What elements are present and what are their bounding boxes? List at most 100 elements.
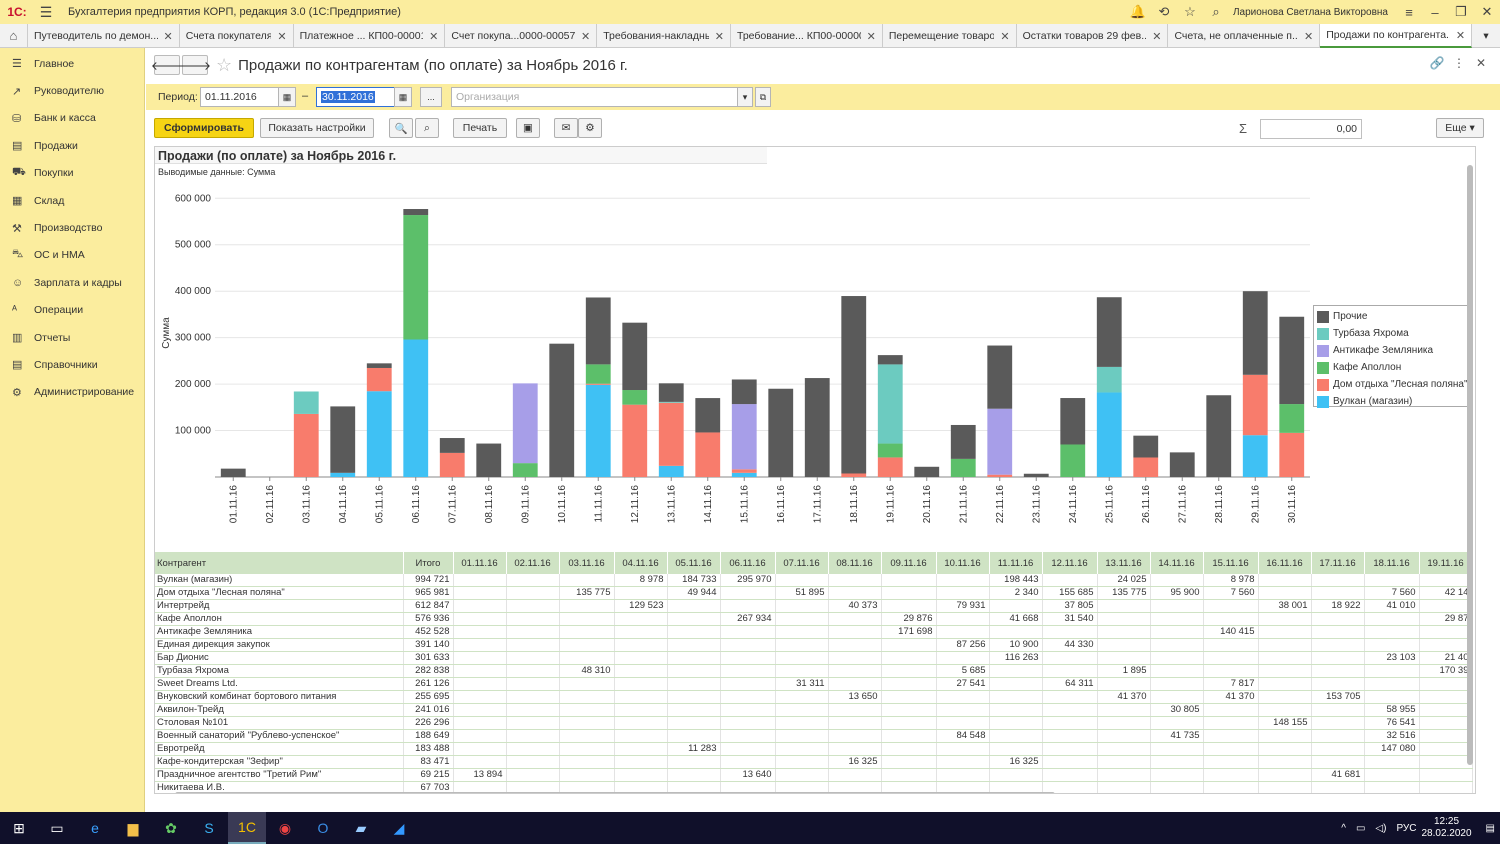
bell-icon[interactable]: 🔔 (1129, 4, 1147, 19)
sidebar-item-5[interactable]: ▦ Склад (0, 187, 144, 214)
table-header[interactable]: 10.11.16 (936, 552, 990, 574)
table-row[interactable]: Внуковский комбинат бортового питания 255… (155, 690, 1473, 704)
table-header[interactable]: 02.11.16 (506, 552, 560, 574)
notepad-icon[interactable]: ▰ (355, 819, 367, 836)
tab-2[interactable]: Счета покупателям ✕ (180, 24, 294, 48)
table-header[interactable]: 03.11.16 (559, 552, 615, 574)
table-header[interactable]: 14.11.16 (1150, 552, 1204, 574)
table-header[interactable]: 04.11.16 (614, 552, 668, 574)
table-row[interactable]: Аквилон-Трейд 241 016 30 805 58 955 (155, 703, 1473, 717)
menu-icon[interactable]: ☰ (39, 3, 53, 20)
sidebar-item-12[interactable]: ⚙ Администрирование (0, 379, 144, 406)
settings-menu-icon[interactable]: ≡ (1405, 4, 1413, 20)
tabs-more-icon[interactable]: ▾ (1483, 30, 1489, 42)
history-icon[interactable]: ⟲ (1158, 4, 1170, 19)
close-tab-icon[interactable]: ✕ (1000, 30, 1010, 43)
calendar-icon[interactable]: ▦ (278, 87, 296, 107)
volume-icon[interactable]: ◁) (1375, 822, 1387, 834)
close-tab-icon[interactable]: ✕ (580, 30, 591, 43)
table-row[interactable]: Бар Дионис 301 633 116 263 23 103 21 40 (155, 651, 1473, 665)
tab-8[interactable]: Остатки товаров 29 фев... ✕ (1017, 24, 1169, 48)
close-tab-icon[interactable]: ✕ (1304, 30, 1314, 43)
search-icon[interactable]: ⌕ (1212, 4, 1220, 19)
tab-5[interactable]: Требования-накладные ✕ (597, 24, 732, 48)
tab-7[interactable]: Перемещение товаров ✕ (883, 24, 1017, 48)
horizontal-scrollbar[interactable] (175, 792, 1055, 793)
settings-icon[interactable]: ⚙ (578, 118, 602, 138)
link-icon[interactable]: 🔗 (1429, 56, 1445, 70)
1c-logo[interactable]: 1С: (7, 5, 27, 19)
skype-icon[interactable]: S (204, 820, 214, 836)
icq-icon[interactable]: ✿ (165, 819, 177, 836)
back-button[interactable]: 🡐 (151, 55, 183, 75)
table-header[interactable]: 13.11.16 (1097, 552, 1151, 574)
close-tab-icon[interactable]: ✕ (1455, 29, 1466, 42)
table-row[interactable]: Sweet Dreams Ltd. 261 126 31 311 27 541 64 3… (155, 677, 1473, 691)
sidebar-item-10[interactable]: ▥ Отчеты (0, 324, 144, 351)
table-header[interactable]: Итого (403, 552, 454, 574)
calendar-icon[interactable]: ▦ (394, 87, 412, 107)
close-tab-icon[interactable]: ✕ (1152, 30, 1162, 43)
close-tab-icon[interactable]: ✕ (277, 30, 287, 43)
sidebar-item-7[interactable]: ⛍ ОС и НМА (0, 242, 144, 269)
table-header[interactable]: 05.11.16 (667, 552, 721, 574)
notification-icon[interactable]: ▤ (1485, 822, 1495, 834)
sidebar-item-3[interactable]: ▤ Продажи (0, 132, 144, 159)
more-button[interactable]: Еще ▾ (1436, 118, 1484, 138)
close-icon[interactable]: ✕ (1481, 4, 1493, 19)
tab-9[interactable]: Счета, не оплаченные п... ✕ (1168, 24, 1321, 48)
table-header[interactable]: 18.11.16 (1364, 552, 1420, 574)
show-settings-button[interactable]: Показать настройки (260, 118, 374, 138)
vertical-scrollbar[interactable] (1467, 165, 1473, 765)
1c-app-icon[interactable]: 1С (228, 812, 266, 844)
table-row[interactable]: Интертрейд 612 847 129 523 40 373 79 931 37 8… (155, 599, 1473, 613)
table-row[interactable]: Вулкан (магазин) 994 721 8 978 184 733 295 9… (155, 574, 1473, 587)
favorite-star-icon[interactable]: ☆ (216, 54, 233, 75)
outlook-icon[interactable]: O (317, 820, 329, 836)
table-row[interactable]: Дом отдыха "Лесная поляна" 965 981 135 775… (155, 586, 1473, 600)
home-icon[interactable]: ⌂ (0, 24, 28, 47)
app-icon[interactable]: ◢ (393, 819, 405, 836)
sidebar-item-6[interactable]: ⚒ Производство (0, 214, 144, 241)
table-row[interactable]: Единая дирекция закупок 391 140 87 256 10 9… (155, 638, 1473, 652)
organization-input[interactable]: Организация (451, 87, 739, 107)
table-header[interactable]: 19.11.16 (1419, 552, 1473, 574)
tab-4[interactable]: Счет покупа...0000-000577 ✕ (445, 24, 598, 48)
sidebar-item-8[interactable]: ☺ Зарплата и кадры (0, 269, 144, 296)
sidebar-item-0[interactable]: ☰ Главное (0, 50, 144, 77)
table-row[interactable]: Столовая №101 226 296 148 155 76 541 (155, 716, 1473, 730)
preview-icon[interactable]: ▣ (516, 118, 540, 138)
user-name[interactable]: Ларионова Светлана Викторовна (1232, 6, 1388, 18)
close-tab-icon[interactable]: ✕ (866, 30, 876, 43)
folder-icon[interactable]: ▆ (127, 819, 139, 836)
table-header[interactable]: Контрагент (155, 552, 404, 574)
table-row[interactable]: Военный санаторий "Рублево-успенское" 188… (155, 729, 1473, 743)
table-header[interactable]: 11.11.16 (989, 552, 1043, 574)
table-header[interactable]: 07.11.16 (775, 552, 829, 574)
period-from-input[interactable]: 01.11.2016 (200, 87, 280, 107)
close-tab-icon[interactable]: ✕ (429, 30, 439, 43)
table-row[interactable]: Турбаза Яхрома 282 838 48 310 5 685 1 895 170… (155, 664, 1473, 678)
sidebar-item-9[interactable]: ᴬ Операции (0, 297, 144, 324)
tab-10-active[interactable]: Продажи по контрагента... ✕ (1320, 24, 1473, 48)
period-select-button[interactable]: ... (420, 87, 442, 107)
task-view-icon[interactable]: ▭ (50, 819, 64, 836)
clock[interactable]: 12:25 28.02.2020 (1421, 816, 1472, 839)
tab-1[interactable]: Путеводитель по демон... ✕ (28, 24, 180, 48)
chrome-icon[interactable]: ◉ (278, 819, 292, 836)
sum-field[interactable]: 0,00 (1260, 119, 1362, 139)
table-row[interactable]: Евротрейд 183 488 11 283 147 080 (155, 742, 1473, 756)
mail-icon[interactable]: ✉ (554, 118, 578, 138)
table-row[interactable]: Никитаева И.В. 67 703 (155, 781, 1473, 793)
table-header[interactable]: 08.11.16 (828, 552, 882, 574)
table-row[interactable]: Антикафе Земляника 452 528 171 698 140 415 (155, 625, 1473, 639)
table-header[interactable]: 17.11.16 (1311, 552, 1365, 574)
period-to-input[interactable]: 30.11.2016 (316, 87, 396, 107)
sidebar-item-1[interactable]: ↗ Руководителю (0, 77, 144, 104)
table-header[interactable]: 12.11.16 (1042, 552, 1098, 574)
table-row[interactable]: Кафе-кондитерская "Зефир" 83 471 16 325 16 … (155, 755, 1473, 769)
close-icon[interactable]: ✕ (1475, 56, 1487, 70)
open-icon[interactable]: ⧉ (755, 87, 771, 107)
chevron-down-icon[interactable]: ▾ (737, 87, 753, 107)
forward-button[interactable]: 🡒 (179, 55, 211, 75)
